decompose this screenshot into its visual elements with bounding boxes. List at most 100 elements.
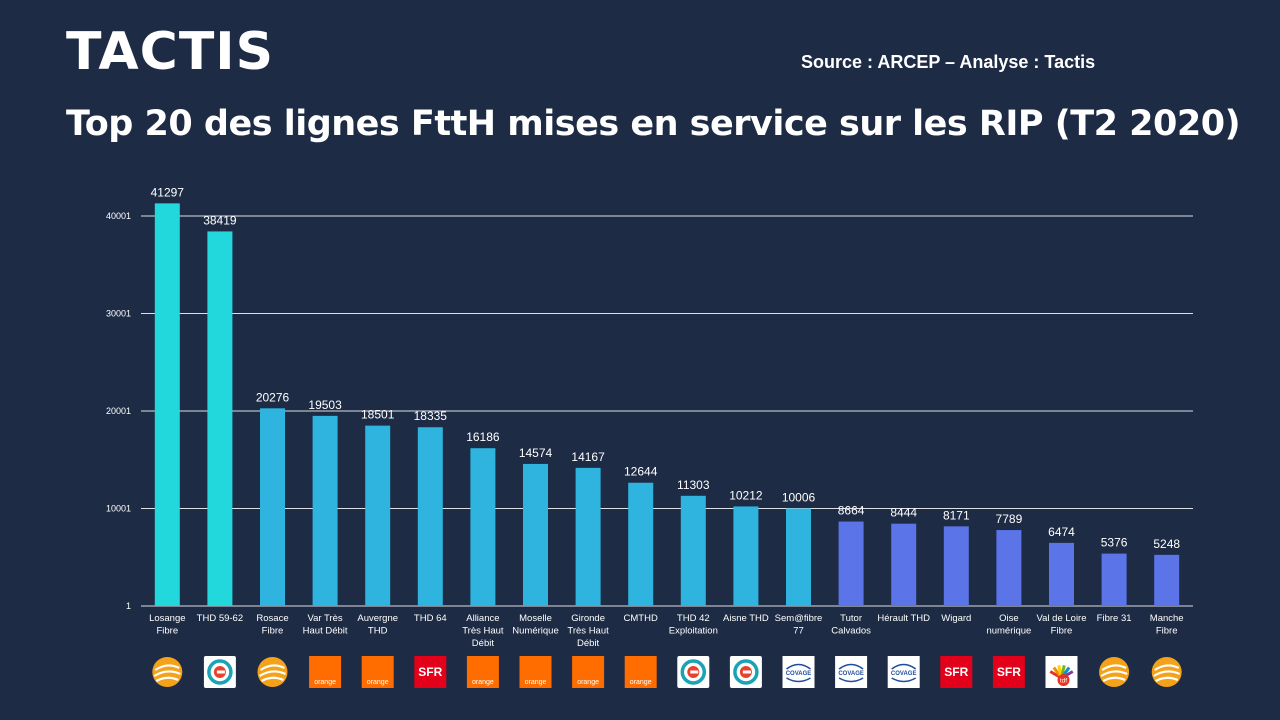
bar: [838, 521, 864, 606]
x-tick-label: Oise numérique: [986, 613, 1031, 637]
data-label: 8444: [890, 506, 917, 520]
x-tick-label: Losange Fibre: [149, 613, 185, 637]
orange-logo-icon: orange: [309, 656, 342, 688]
covage-e-logo-icon: [677, 656, 710, 688]
x-tick-label: Fibre 31: [1097, 613, 1132, 624]
bar: [470, 448, 496, 606]
svg-text:SFR: SFR: [944, 665, 968, 679]
x-tick-label: Aisne THD: [723, 613, 769, 624]
data-label: 18335: [414, 409, 448, 423]
data-label: 11303: [677, 478, 710, 492]
svg-text:orange: orange: [314, 679, 336, 686]
x-tick-label: Val de Loire Fibre: [1037, 613, 1087, 637]
tactis-logo: TACTIS: [66, 22, 275, 82]
altitude-logo-icon: [257, 657, 288, 687]
orange-logo-icon: orange: [361, 656, 394, 688]
svg-text:COVAGE: COVAGE: [838, 671, 864, 677]
data-label: 41297: [151, 185, 185, 199]
x-tick-label: Gironde Très Haut Débit: [567, 613, 609, 649]
sfr-logo-icon: SFR: [940, 656, 973, 688]
svg-text:orange: orange: [577, 679, 599, 686]
bar: [260, 408, 285, 606]
x-tick-label: Wigard: [941, 613, 971, 624]
bar: [207, 231, 233, 606]
data-label: 14574: [519, 446, 553, 460]
x-tick-label: Hérault THD: [877, 613, 930, 624]
covage-logo-icon: COVAGE: [782, 656, 815, 688]
bar: [891, 523, 917, 606]
data-label: 10006: [782, 490, 816, 504]
svg-text:COVAGE: COVAGE: [786, 671, 812, 677]
bar: [154, 203, 180, 606]
y-tick-label: 20001: [106, 406, 131, 416]
covage-logo-icon: COVAGE: [887, 656, 920, 688]
x-tick-label: THD 64: [414, 613, 447, 624]
sfr-logo-icon: SFR: [414, 656, 447, 688]
data-label: 38419: [203, 213, 237, 227]
bar: [996, 530, 1022, 606]
bar: [575, 467, 601, 606]
bar: [365, 425, 391, 606]
data-label: 19503: [308, 398, 342, 412]
x-tick-label: Sem@fibre 77: [775, 613, 823, 637]
bar: [680, 495, 706, 606]
orange-logo-icon: orange: [572, 656, 605, 688]
data-label: 10212: [729, 488, 763, 502]
data-label: 16186: [466, 430, 500, 444]
svg-text:orange: orange: [630, 679, 652, 686]
svg-text:orange: orange: [472, 679, 494, 686]
covage-logo-icon: COVAGE: [835, 656, 868, 688]
x-tick-label: Alliance Très Haut Débit: [462, 613, 504, 649]
svg-text:SFR: SFR: [997, 665, 1021, 679]
svg-text:tdf: tdf: [1060, 678, 1067, 685]
data-label: 12644: [624, 465, 658, 479]
svg-text:orange: orange: [525, 679, 547, 686]
bar: [786, 508, 811, 606]
covage-e-logo-icon: [203, 656, 236, 688]
x-tick-label: THD 42 Exploitation: [669, 613, 718, 637]
data-label: 5248: [1153, 537, 1180, 551]
x-tick-label: Rosace Fibre: [256, 613, 288, 637]
orange-logo-icon: orange: [519, 656, 552, 688]
data-label: 14167: [571, 450, 605, 464]
bar: [1049, 542, 1074, 606]
x-tick-label: CMTHD: [624, 613, 658, 624]
bar: [733, 506, 759, 606]
x-tick-label: Auvergne THD: [357, 613, 398, 637]
y-tick-label: 1: [126, 601, 131, 611]
orange-logo-icon: orange: [624, 656, 657, 688]
altitude-logo-icon: [1151, 657, 1182, 687]
y-tick-label: 40001: [106, 211, 131, 221]
data-label: 7789: [996, 512, 1023, 526]
y-tick-label: 10001: [106, 504, 131, 514]
bar: [1101, 553, 1127, 606]
x-tick-label: THD 59-62: [197, 613, 243, 624]
svg-text:COVAGE: COVAGE: [891, 671, 917, 677]
altitude-logo-icon: [152, 657, 183, 687]
y-tick-label: 30001: [106, 309, 131, 319]
x-tick-label: Moselle Numérique: [512, 613, 558, 637]
data-label: 8664: [838, 504, 865, 518]
data-label: 18501: [361, 408, 395, 422]
bar: [628, 482, 654, 606]
bar: [523, 463, 548, 606]
svg-text:SFR: SFR: [418, 665, 442, 679]
bar: [312, 415, 338, 606]
x-tick-label: Manche Fibre: [1150, 613, 1184, 637]
x-tick-label: Tutor Calvados: [831, 613, 871, 637]
orange-logo-icon: orange: [466, 656, 499, 688]
svg-text:orange: orange: [367, 679, 389, 686]
bar: [943, 526, 969, 606]
covage-e-logo-icon: [729, 656, 762, 688]
page-title: Top 20 des lignes FttH mises en service …: [66, 104, 1241, 144]
source-note: Source : ARCEP – Analyse : Tactis: [801, 52, 1096, 72]
data-label: 5376: [1101, 536, 1128, 550]
tdf-logo-icon: tdf: [1045, 656, 1078, 688]
altitude-logo-icon: [1099, 657, 1130, 687]
data-label: 8171: [943, 508, 970, 522]
data-label: 20276: [256, 390, 290, 404]
bar: [1154, 554, 1180, 606]
bar: [417, 427, 443, 606]
data-label: 6474: [1048, 525, 1075, 539]
